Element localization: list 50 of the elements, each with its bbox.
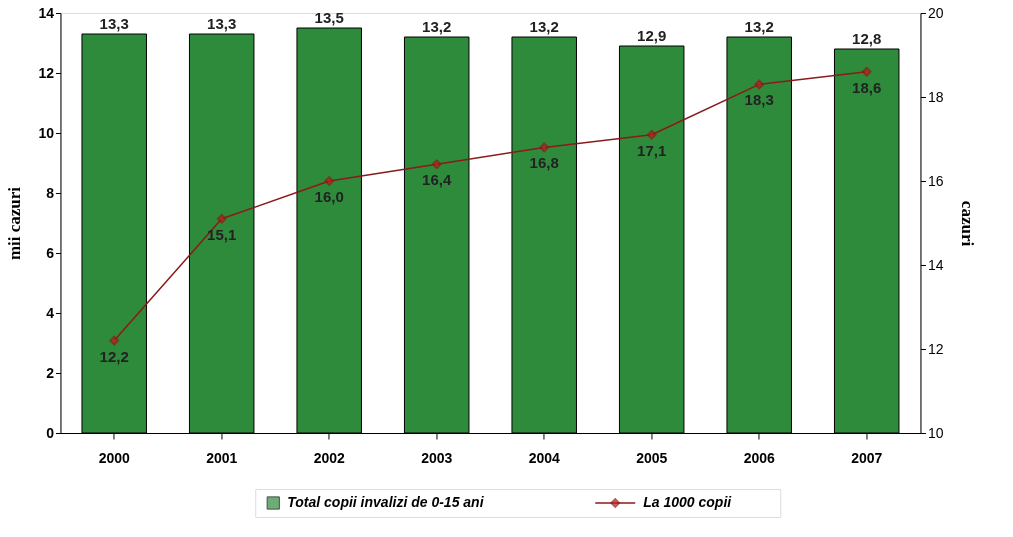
x-tick-label: 2004 [528,449,560,466]
data-label: 13,2 [422,18,452,35]
y2-axis-title: cazuri [957,200,977,247]
point [324,176,335,186]
y-tick-label: 0 [46,424,55,441]
data-label: 18,6 [852,78,882,96]
data-label: 13,3 [99,15,129,32]
y-axis-title: mii cazuri [5,186,25,261]
y2-tick-label: 20 [927,4,944,21]
y-tick-label: 8 [46,184,55,201]
data-label: 16,4 [422,171,452,189]
y-tick-label: 14 [38,4,55,21]
legend-label: Total copii invalizi de 0-15 ani [287,494,485,510]
point [216,213,227,224]
data-label: 12,8 [852,30,882,47]
data-label: 13,5 [314,9,344,26]
x-tick-label: 2001 [206,449,238,466]
data-label: 15,1 [207,225,237,243]
x-tick-label: 2005 [636,449,668,466]
data-label: 12,2 [99,347,129,365]
data-label: 16,8 [529,154,559,172]
x-tick-label: 2006 [743,449,775,466]
y-tick-label: 10 [38,124,55,141]
data-label: 13,2 [529,18,559,35]
y-tick-label: 4 [46,304,55,321]
y2-tick-label: 18 [927,88,944,105]
data-label: 13,2 [744,18,774,35]
data-label: 13,3 [207,15,237,32]
y-tick-label: 2 [46,364,55,381]
y2-tick-label: 12 [927,340,944,357]
point [754,79,765,90]
y-tick-label: 6 [46,244,55,261]
point [539,142,550,153]
data-label: 17,1 [637,141,667,159]
x-tick-label: 2007 [851,449,883,466]
x-tick-label: 2000 [98,449,130,466]
data-label: 18,3 [744,91,774,109]
y2-tick-label: 10 [927,424,944,441]
x-tick-label: 2003 [421,449,453,466]
y2-tick-label: 14 [927,256,944,273]
data-label: 12,9 [637,27,667,44]
point [431,159,442,170]
y2-tick-label: 16 [927,172,944,189]
point [646,129,657,140]
data-label: 16,0 [314,188,344,205]
point [861,66,872,77]
point [109,335,120,346]
y-tick-label: 12 [38,64,55,81]
legend-label: La 1000 copii [643,494,733,510]
x-tick-label: 2002 [313,449,345,466]
